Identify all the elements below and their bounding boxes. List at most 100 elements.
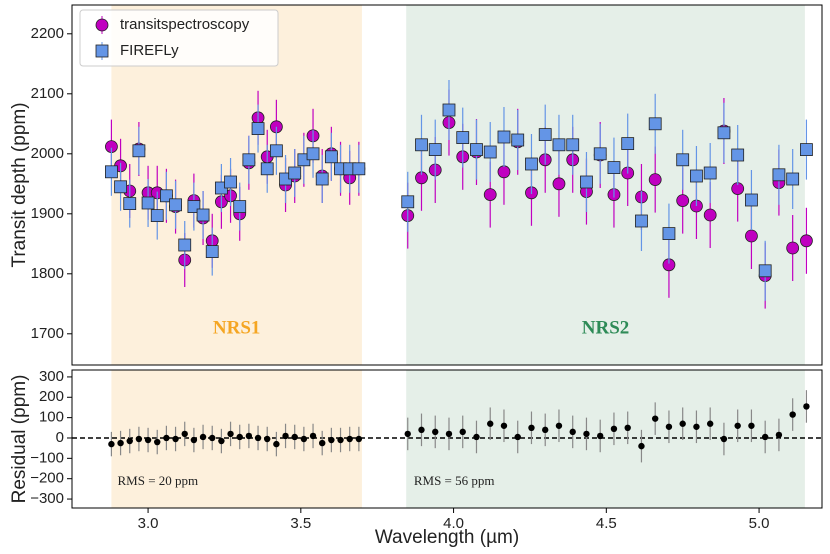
region xyxy=(406,5,805,365)
marker xyxy=(199,433,207,441)
marker xyxy=(483,188,497,202)
marker xyxy=(580,175,593,189)
marker xyxy=(569,428,576,436)
marker xyxy=(706,420,714,427)
marker xyxy=(731,148,745,162)
annotation: RMS = 56 ppm xyxy=(414,473,495,488)
marker xyxy=(525,157,538,171)
y-tick-label: 2100 xyxy=(31,85,64,102)
marker xyxy=(497,165,511,179)
marker xyxy=(676,194,690,208)
marker xyxy=(172,435,179,443)
y-tick-label: 1900 xyxy=(31,205,64,222)
marker xyxy=(552,138,566,152)
marker xyxy=(662,227,676,241)
marker xyxy=(288,166,302,180)
marker xyxy=(264,435,271,443)
marker xyxy=(224,175,237,189)
marker xyxy=(209,434,216,442)
legend-marker xyxy=(95,44,109,58)
marker xyxy=(309,432,317,440)
marker xyxy=(181,430,188,438)
y-tick-label: 100 xyxy=(39,409,64,426)
marker xyxy=(621,137,635,151)
marker xyxy=(135,435,143,443)
marker xyxy=(227,430,234,438)
marker xyxy=(154,438,161,446)
marker xyxy=(282,432,289,440)
marker xyxy=(442,103,456,117)
y-axis-label: Residual (ppm) xyxy=(9,375,30,504)
axes-frame xyxy=(71,4,823,366)
marker xyxy=(190,436,198,444)
x-tick-label: 5.0 xyxy=(749,515,770,532)
marker xyxy=(105,165,118,179)
marker xyxy=(254,434,262,442)
marker xyxy=(114,180,127,194)
marker xyxy=(269,144,283,158)
marker xyxy=(163,434,170,442)
marker xyxy=(720,435,728,443)
marker xyxy=(487,420,494,427)
marker xyxy=(693,423,700,430)
marker xyxy=(196,208,210,222)
legend-label: FIREFLy xyxy=(120,42,179,59)
marker xyxy=(337,436,344,444)
marker xyxy=(236,433,243,441)
annotation: RMS = 20 ppm xyxy=(118,473,199,488)
marker xyxy=(144,436,152,444)
marker xyxy=(593,147,607,161)
marker xyxy=(218,437,225,445)
marker xyxy=(108,440,115,448)
marker xyxy=(497,130,511,144)
legend-label: transitspectroscopy xyxy=(120,16,250,33)
marker xyxy=(542,426,549,434)
marker xyxy=(273,440,280,448)
y-tick-label: 2200 xyxy=(31,25,64,42)
marker xyxy=(786,172,800,186)
legend-marker xyxy=(95,18,109,32)
marker xyxy=(401,195,415,209)
y-axis-label: Transit depth (ppm) xyxy=(9,102,30,267)
marker xyxy=(514,433,521,441)
marker xyxy=(665,423,673,430)
y-tick-label: 2000 xyxy=(31,145,64,162)
marker xyxy=(745,193,758,207)
marker xyxy=(205,245,219,259)
marker xyxy=(758,264,772,278)
marker xyxy=(445,430,453,438)
legend-box xyxy=(79,9,279,67)
marker xyxy=(415,138,428,152)
marker xyxy=(346,435,353,443)
marker xyxy=(538,128,552,142)
marker xyxy=(566,138,580,152)
marker xyxy=(404,430,411,438)
marker xyxy=(300,435,308,443)
y-tick-label: 200 xyxy=(39,388,64,405)
marker xyxy=(260,162,274,176)
marker xyxy=(552,177,566,191)
marker xyxy=(245,432,253,440)
region xyxy=(406,370,805,508)
marker xyxy=(555,422,563,429)
marker xyxy=(676,153,690,167)
marker xyxy=(597,432,604,440)
marker xyxy=(251,122,265,135)
marker xyxy=(648,173,662,187)
marker xyxy=(717,126,731,140)
marker xyxy=(141,196,155,210)
y-tick-label: 1800 xyxy=(31,265,64,282)
marker xyxy=(800,234,813,248)
x-tick-label: 3.5 xyxy=(290,515,311,532)
marker xyxy=(786,241,800,255)
marker xyxy=(242,153,256,167)
region-label: NRS2 xyxy=(582,317,630,338)
marker xyxy=(483,145,497,159)
marker xyxy=(607,161,621,175)
marker xyxy=(291,433,298,441)
marker xyxy=(748,422,755,429)
marker xyxy=(638,442,645,450)
marker xyxy=(178,238,192,252)
marker xyxy=(306,147,320,161)
